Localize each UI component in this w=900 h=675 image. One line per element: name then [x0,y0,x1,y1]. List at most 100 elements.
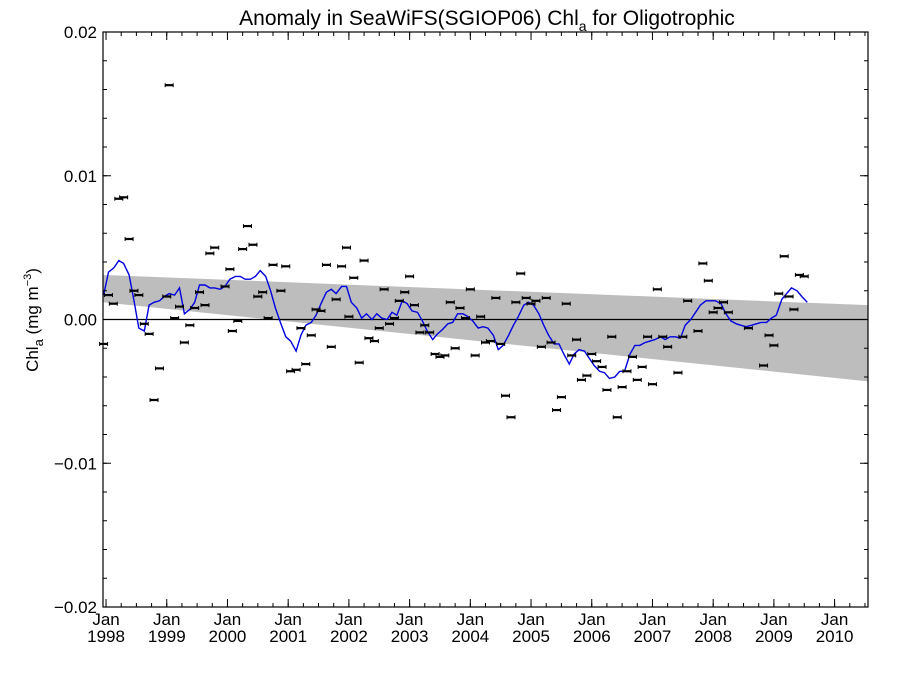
anomaly-marker-101 [607,334,617,339]
chart-title-main: Anomaly in SeaWiFS(SGIOP06) Chl [239,7,579,30]
chart-title: Anomaly in SeaWiFS(SGIOP06) Chla for Oli… [239,7,735,34]
anomaly-marker-52 [359,258,369,263]
anomaly-marker-109 [647,382,657,387]
anomaly-marker-94 [572,337,582,342]
anomaly-marker-107 [637,364,647,369]
anomaly-marker-65 [425,330,435,335]
anomaly-marker-104 [622,369,632,374]
anomaly-marker-29 [243,224,252,229]
anomaly-marker-32 [258,290,268,295]
y-axis-label-subscript: a [31,338,46,346]
anomaly-marker-20 [195,290,205,295]
anomaly-marker-117 [698,261,708,266]
anomaly-marker-55 [374,326,384,331]
x-tick-label-month: Jan [153,610,180,629]
anomaly-marker-33 [263,316,273,321]
anomaly-marker-88 [541,295,551,300]
x-tick-label-year: 2007 [634,627,672,646]
monthly-marker-layer [99,83,809,420]
x-tick-label-month: Jan [517,610,544,629]
x-tick-label-month: Jan [699,610,726,629]
anomaly-marker-9 [139,321,149,326]
anomaly-marker-103 [617,385,627,390]
x-tick-label-month: Jan [578,610,605,629]
anomaly-marker-15 [170,316,180,321]
anomaly-marker-90 [552,408,562,413]
anomaly-marker-123 [743,326,753,331]
anomaly-marker-50 [349,275,359,280]
anomaly-marker-108 [643,334,653,339]
anomaly-marker-16 [175,304,184,309]
x-tick-label-month: Jan [760,610,787,629]
anomaly-marker-72 [460,316,470,321]
smoothed-anomaly-line [102,259,808,380]
anomaly-marker-74 [470,353,480,358]
anomaly-marker-43 [316,308,326,313]
anomaly-marker-87 [536,344,546,349]
anomaly-marker-27 [233,318,243,323]
anomaly-marker-49 [344,314,354,319]
anomaly-marker-127 [774,291,784,296]
anomaly-marker-44 [321,262,331,267]
anomaly-marker-115 [683,298,693,303]
anomaly-marker-68 [440,353,450,358]
anomaly-marker-85 [526,301,536,306]
anomaly-marker-83 [516,271,526,276]
anomaly-marker-84 [521,295,531,300]
y-tick-label: −0.01 [54,454,97,473]
anomaly-marker-60 [400,290,410,295]
anomaly-marker-112 [663,344,673,349]
anomaly-marker-100 [602,387,612,392]
anomaly-marker-98 [592,359,602,364]
anomaly-marker-38 [291,367,301,372]
anomaly-marker-86 [531,298,541,303]
anomaly-marker-91 [556,395,566,400]
anomaly-marker-81 [506,415,516,420]
anomaly-marker-121 [719,300,728,305]
y-tick-label: 0.02 [64,23,97,42]
chart-title-tail: for Oligotrophic [587,7,735,30]
anomaly-marker-8 [134,293,144,298]
anomaly-marker-3 [108,301,118,306]
x-tick-label-year: 2005 [512,627,550,646]
anomaly-marker-2 [103,293,113,298]
anomaly-marker-89 [546,340,556,345]
anomaly-marker-106 [632,377,642,382]
anomaly-marker-93 [567,353,577,358]
anomaly-marker-26 [227,329,237,333]
x-tick-label-month: Jan [821,610,848,629]
x-tick-label-month: Jan [335,610,362,629]
chart-title-subscript: a [579,18,587,34]
y-axis-label-unit: (mg m [23,286,42,339]
anomaly-marker-7 [129,288,139,293]
anomaly-marker-10 [144,331,154,336]
anomaly-marker-114 [678,334,688,339]
anomaly-marker-95 [576,377,586,382]
anomaly-marker-97 [587,352,597,356]
anomaly-marker-122 [723,310,733,315]
x-tick-label-year: 2002 [330,627,368,646]
x-tick-label-year: 2000 [209,627,247,646]
y-axis-label: Chla (mg m−3) [22,268,46,372]
anomaly-marker-61 [405,274,415,279]
smoothed-line-layer [102,259,808,380]
anomaly-marker-105 [627,354,637,359]
y-axis-label-close: ) [23,268,42,274]
x-tick-label-month: Jan [457,610,484,629]
anomaly-marker-64 [420,323,430,328]
x-tick-label-year: 2008 [694,627,732,646]
x-tick-label-year: 2006 [573,627,611,646]
x-tick-label-month: Jan [214,610,241,629]
anomaly-marker-6 [124,237,134,241]
anomaly-marker-62 [409,303,419,308]
anomaly-marker-58 [389,316,399,321]
anomaly-marker-79 [496,341,506,346]
anomaly-marker-41 [306,333,316,338]
anomaly-marker-77 [485,339,495,344]
anomaly-marker-56 [379,287,389,292]
anomaly-marker-70 [450,346,460,351]
anomaly-marker-53 [364,336,374,341]
anomaly-marker-14 [164,83,174,88]
anomaly-marker-47 [337,264,347,269]
